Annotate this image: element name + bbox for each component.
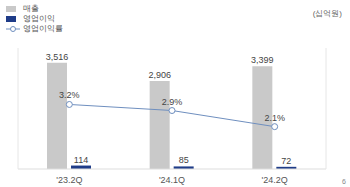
svg-text:2.1%: 2.1%: [264, 113, 285, 123]
html-text:영업이익: 영업이익: [23, 14, 55, 23]
svg-text:'24.2Q: '24.2Q: [262, 175, 288, 185]
html-text:영업이익률: 영업이익률: [23, 24, 63, 33]
html-text:매출: 매출: [23, 4, 39, 13]
svg-text:3.2%: 3.2%: [59, 90, 80, 100]
svg-text:72: 72: [281, 156, 291, 166]
svg-text:2.9%: 2.9%: [162, 97, 183, 107]
html-text:(십억원): (십억원): [312, 9, 342, 18]
svg-text:'24.1Q: '24.1Q: [159, 175, 185, 185]
svg-text:114: 114: [74, 155, 88, 165]
svg-text:85: 85: [179, 155, 189, 165]
svg-text:'23.2Q: '23.2Q: [56, 175, 82, 185]
svg-text:3,399: 3,399: [251, 55, 274, 65]
svg-text:3,516: 3,516: [46, 52, 69, 62]
svg-text:2,906: 2,906: [148, 70, 171, 80]
html-text:6: 6: [342, 178, 346, 185]
